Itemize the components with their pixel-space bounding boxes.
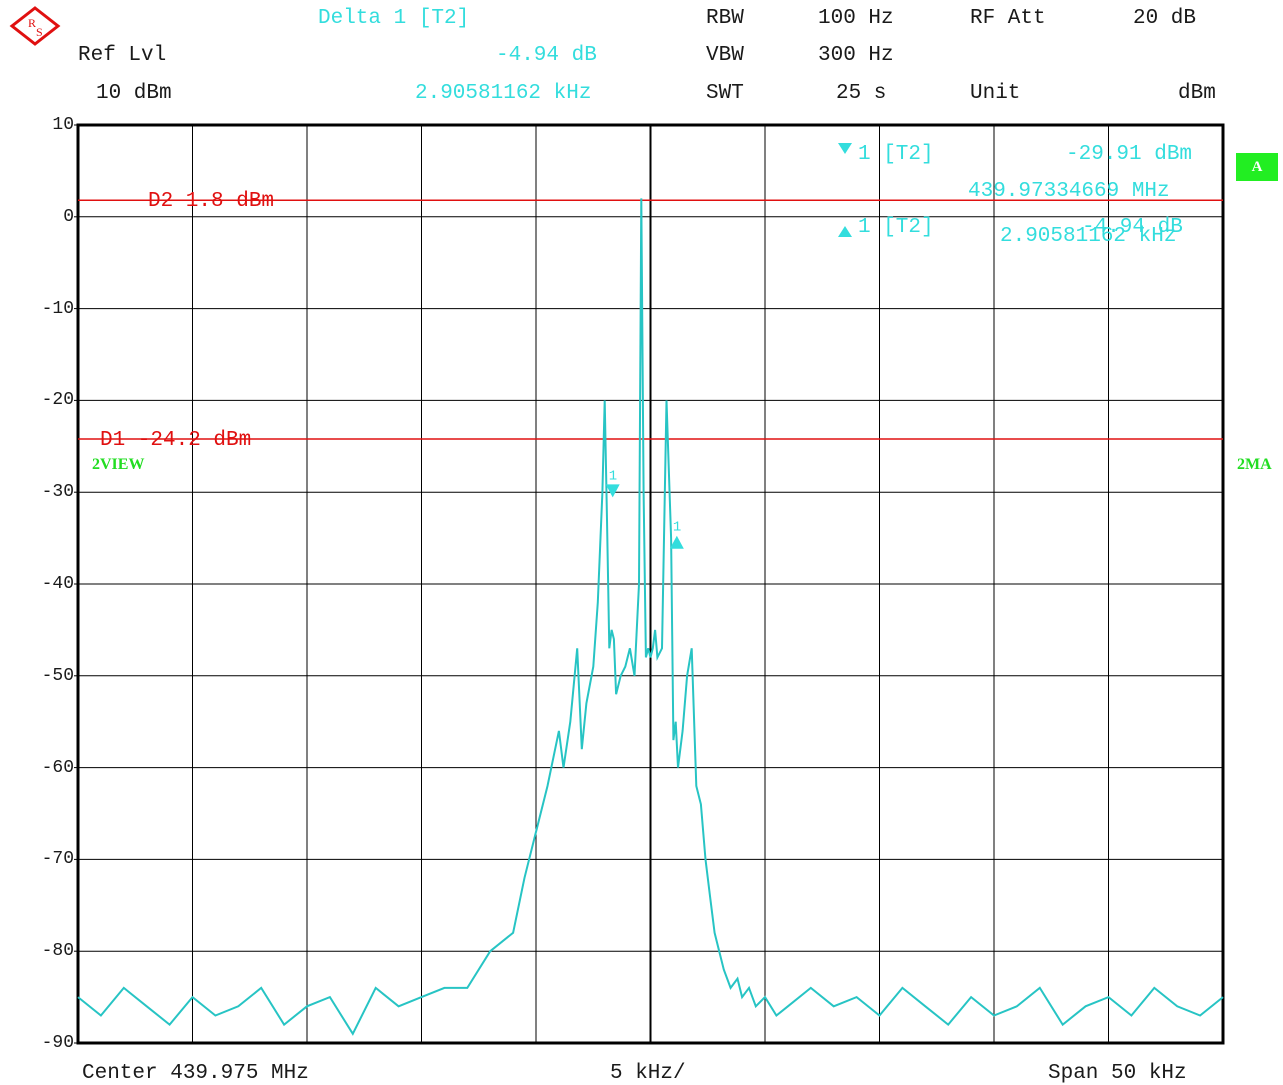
trace-mode-indicator: 2MA	[1237, 456, 1272, 473]
marker-mode: Delta 1 [T2]	[318, 7, 470, 30]
y-tick-label: -60	[41, 757, 74, 778]
rbw-label: RBW	[706, 7, 744, 30]
unit-label: Unit	[970, 82, 1021, 105]
delta1-frequency: 2.90581162 kHz	[1000, 225, 1177, 248]
ref-level-value: 10 dBm	[96, 82, 172, 105]
unit-value: dBm	[1178, 82, 1216, 105]
marker1-level: -29.91 dBm	[1066, 143, 1193, 166]
y-tick-label: -10	[41, 298, 74, 319]
trace-marker-label: 1	[609, 468, 617, 484]
display-lines	[78, 199, 1223, 440]
delta1-label: 1 [T2]	[858, 216, 934, 239]
y-tick-label: 0	[63, 206, 74, 227]
frequency-per-division: 5 kHz/	[610, 1062, 686, 1085]
marker1-label: 1 [T2]	[858, 143, 934, 166]
rf-att-label: RF Att	[970, 7, 1046, 30]
marker-layer: 11	[605, 468, 684, 549]
y-tick-label: -50	[41, 665, 74, 686]
trace-marker	[669, 535, 684, 549]
vbw-label: VBW	[706, 44, 744, 67]
rf-att-value: 20 dB	[1133, 7, 1197, 30]
marker1-frequency: 439.97334669 MHz	[968, 180, 1170, 203]
view-indicator: 2VIEW	[92, 456, 145, 473]
trace-a-indicator: A	[1236, 153, 1278, 181]
span-value: Span 50 kHz	[1048, 1062, 1187, 1085]
delta1-level: -4.94 dB	[1082, 216, 1183, 239]
ref-level-label: Ref Lvl	[78, 44, 167, 67]
y-tick-label: -30	[41, 482, 74, 503]
y-tick-label: -70	[41, 849, 74, 870]
trace-marker-label: 1	[673, 520, 681, 536]
rbw-value: 100 Hz	[818, 7, 894, 30]
svg-text:R: R	[28, 16, 36, 30]
rs-logo-icon: R S	[9, 6, 61, 46]
y-tick-label: -90	[41, 1033, 74, 1053]
marker-value: -4.94 dB	[496, 44, 597, 67]
plot-grid	[74, 123, 1225, 1045]
svg-text:S: S	[36, 25, 43, 39]
marker-down-triangle-icon	[838, 143, 852, 154]
trace-layer	[77, 198, 1224, 1036]
marker-frequency: 2.90581162 kHz	[415, 82, 592, 105]
marker-up-triangle-icon	[838, 226, 852, 237]
vbw-value: 300 Hz	[818, 44, 894, 67]
swt-value: 25 s	[836, 82, 887, 105]
trace-line	[77, 198, 1224, 1036]
swt-label: SWT	[706, 82, 744, 105]
trace-marker	[605, 484, 620, 498]
y-tick-label: -40	[41, 574, 74, 594]
display-line-d1-label: D1 -24.2 dBm	[100, 429, 252, 452]
y-tick-label: -80	[41, 941, 74, 962]
y-tick-label: 10	[52, 115, 74, 135]
display-line-d2-label: D2 1.8 dBm	[148, 190, 275, 213]
center-frequency: Center 439.975 MHz	[82, 1062, 309, 1085]
y-tick-label: -20	[41, 390, 74, 411]
